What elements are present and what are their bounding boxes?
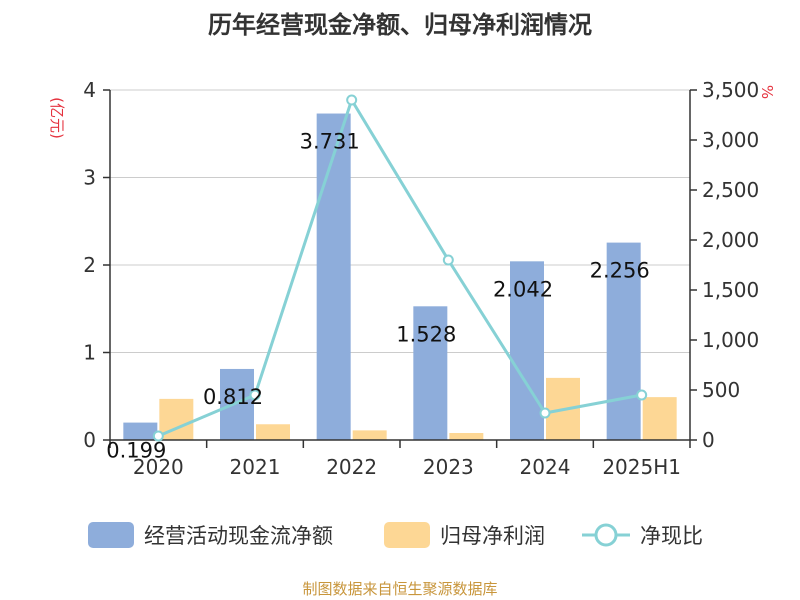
ocf-value-label: 2.256 [590, 259, 650, 283]
ocf-bar [220, 368, 254, 440]
net-profit-bar [642, 397, 677, 440]
net-profit-bar [352, 430, 387, 440]
legend-swatch-ocf [88, 522, 134, 548]
right-y-tick-label: 500 [702, 378, 740, 402]
right-y-tick-label: 1,000 [702, 328, 759, 352]
right-y-tick-label: 2,000 [702, 228, 759, 252]
left-y-axis-ticks: 0 1 2 3 4 [83, 78, 110, 452]
x-tick-label: 2021 [230, 455, 281, 479]
ocf-bar [123, 422, 158, 440]
legend-swatch-ratio-marker [594, 523, 618, 547]
grid [110, 89, 690, 353]
ocf-value-label: 0.199 [106, 439, 166, 463]
ocf-value-label: 1.528 [396, 322, 456, 346]
ratio-point [442, 254, 454, 266]
ratio-point [539, 407, 551, 419]
left-y-tick-label: 3 [83, 166, 96, 190]
right-y-tick-label: 1,500 [702, 278, 759, 302]
legend-label-net-profit: 归母净利润 [440, 524, 545, 548]
x-tick-label: 2025H1 [602, 455, 681, 479]
right-y-tick-label: 0 [702, 428, 715, 452]
ocf-bar [510, 261, 544, 440]
right-y-axis-ticks: 0 500 1,000 1,500 2,000 2,500 3,000 3,500 [690, 78, 759, 452]
left-y-tick-label: 2 [83, 253, 96, 277]
x-axis-ticks: 2020 2021 2022 2023 2024 2025H1 [109, 440, 691, 479]
x-tick-label: 2023 [423, 455, 474, 479]
left-y-tick-label: 0 [83, 428, 96, 452]
right-y-tick-label: 3,000 [702, 128, 759, 152]
legend-swatch-net-profit [384, 522, 430, 548]
ratio-point [249, 389, 261, 401]
ratio-point [636, 389, 648, 401]
ratio-line-series [152, 94, 648, 442]
ocf-value-label: 0.812 [203, 385, 263, 409]
x-tick-label: 2022 [326, 455, 377, 479]
right-y-tick-label: 3,500 [702, 78, 759, 102]
left-axis-unit: (亿元) [48, 97, 66, 139]
ratio-line [157, 98, 642, 438]
chart-title: 历年经营现金净额、归母净利润情况 [208, 11, 592, 39]
right-axis-unit: % [758, 85, 776, 99]
ocf-bar [316, 113, 351, 440]
ratio-point [346, 94, 358, 106]
left-y-tick-label: 4 [83, 78, 96, 102]
ocf-value-label: 2.042 [493, 277, 553, 301]
data-labels: 0.199 0.812 3.731 1.528 2.042 2.256 [106, 130, 649, 463]
net-profit-bar [449, 433, 484, 440]
legend: 经营活动现金流净额 归母净利润 净现比 [88, 522, 703, 548]
legend-label-ratio: 净现比 [640, 524, 703, 548]
net-profit-bar [256, 424, 290, 440]
ocf-bar [413, 306, 448, 440]
ratio-point [152, 430, 164, 442]
net-profit-bar-series [159, 377, 677, 440]
ocf-bar [606, 242, 641, 440]
data-source: 制图数据来自恒生聚源数据库 [302, 580, 497, 598]
x-tick-label: 2020 [133, 455, 184, 479]
right-y-tick-label: 2,500 [702, 178, 759, 202]
legend-label-ocf: 经营活动现金流净额 [144, 524, 333, 548]
ocf-bar-series [123, 113, 641, 440]
left-y-tick-label: 1 [83, 341, 96, 365]
ocf-value-label: 3.731 [300, 130, 360, 154]
x-tick-label: 2024 [520, 455, 571, 479]
